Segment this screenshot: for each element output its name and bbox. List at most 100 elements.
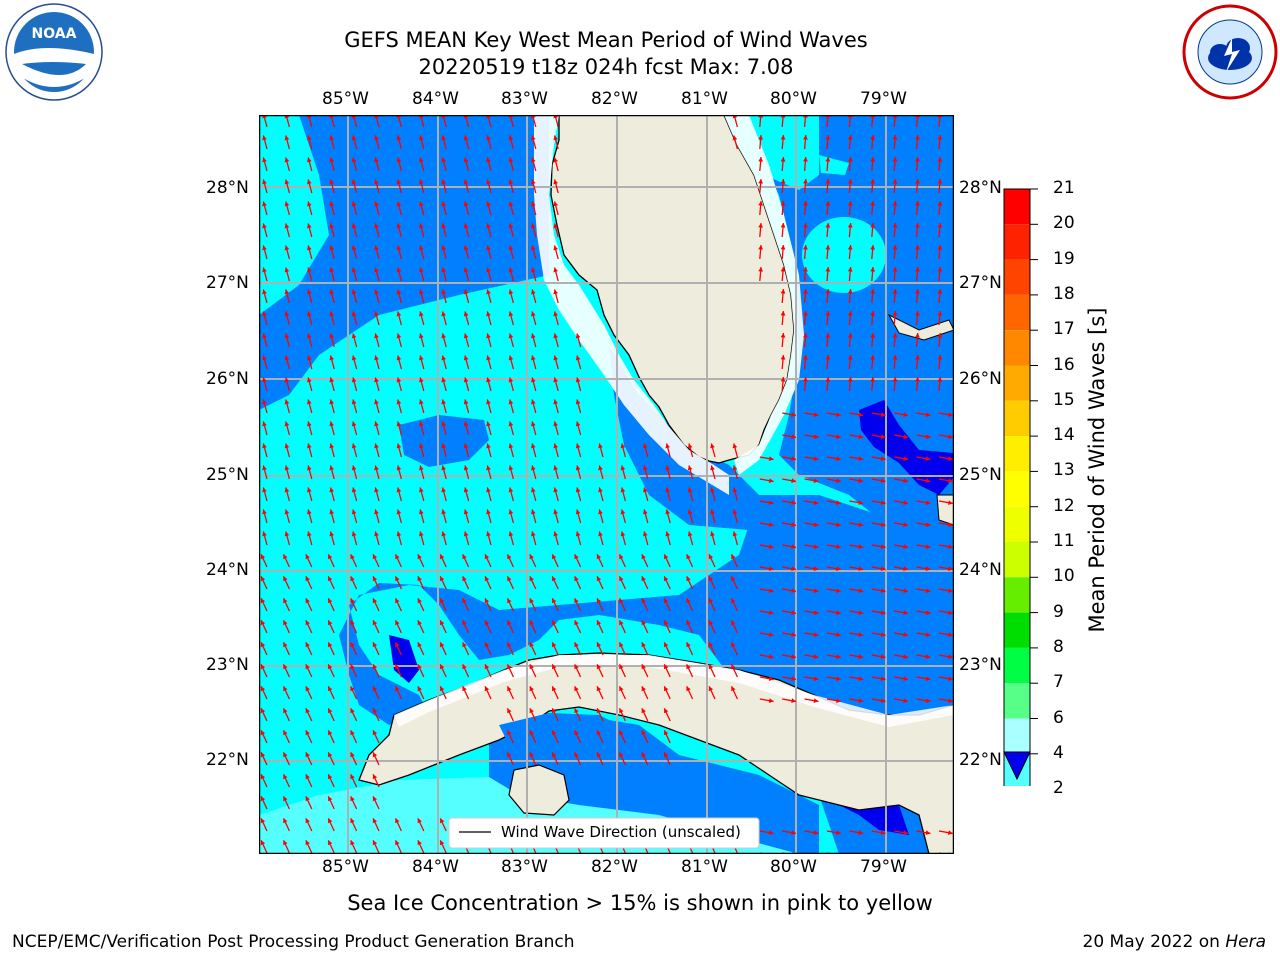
wind-arrow-head xyxy=(530,355,536,361)
wind-arrow-head xyxy=(880,478,886,484)
wind-arrow-head xyxy=(663,686,669,692)
wind-arrow-head xyxy=(925,654,931,660)
wind-arrow-head xyxy=(484,620,490,626)
wind-arrow-head xyxy=(663,576,669,582)
wind-arrow-head xyxy=(327,642,333,648)
wind-arrow-head xyxy=(351,311,357,317)
wind-arrow-head xyxy=(260,554,266,560)
wind-arrow-head xyxy=(441,289,447,295)
wind-arrow-head xyxy=(870,245,876,250)
wind-arrow-head xyxy=(858,632,864,638)
wind-arrow-head xyxy=(350,686,355,692)
wind-arrow-head xyxy=(305,554,310,560)
wind-arrow-head xyxy=(686,664,691,670)
wind-arrow-head xyxy=(791,588,796,594)
wind-arrow-head xyxy=(283,752,288,758)
wind-arrow-head xyxy=(768,698,774,704)
wind-arrow-head xyxy=(813,632,819,638)
wind-arrow-head xyxy=(418,465,424,471)
wind-arrow-head xyxy=(395,664,400,670)
wind-arrow-head xyxy=(439,686,445,692)
wind-arrow-head xyxy=(858,544,864,550)
colorbar-segment xyxy=(1004,612,1030,648)
wind-arrow-head xyxy=(948,654,953,660)
wind-arrow-head xyxy=(374,311,379,317)
wind-arrow-head xyxy=(350,818,355,824)
wind-arrow-head xyxy=(374,223,379,229)
wind-arrow-head xyxy=(858,676,864,682)
wind-arrow-head xyxy=(441,311,447,317)
wind-arrow-head xyxy=(870,355,876,360)
wind-arrow-head xyxy=(553,421,559,427)
map-panel: Wind Wave Direction (unscaled) xyxy=(259,115,954,854)
wind-arrow-head xyxy=(508,399,514,405)
wind-arrow-head xyxy=(329,201,335,207)
wind-arrow-head xyxy=(418,355,424,361)
wind-arrow-head xyxy=(486,245,491,251)
wind-arrow-head xyxy=(836,544,841,550)
wind-arrow-head xyxy=(551,664,557,670)
wind-arrow-head xyxy=(758,157,764,162)
wind-arrow-head xyxy=(529,752,534,758)
wind-arrow-head xyxy=(284,355,290,361)
wind-arrow-head xyxy=(507,730,512,736)
wind-arrow-head xyxy=(374,531,379,537)
wind-arrow-head xyxy=(530,465,536,471)
wind-arrow-head xyxy=(553,487,559,493)
wind-arrow-head xyxy=(284,311,290,317)
wind-arrow-head xyxy=(803,135,808,140)
wind-arrow-head xyxy=(758,179,764,184)
wind-arrow-head xyxy=(529,598,534,604)
wind-arrow-head xyxy=(870,179,876,184)
wind-arrow-head xyxy=(768,632,774,638)
wind-arrow-head xyxy=(937,355,943,360)
wind-arrow-head xyxy=(598,487,603,493)
wind-arrow-head xyxy=(507,752,512,758)
wind-arrow-head xyxy=(948,830,953,836)
wind-arrow-head xyxy=(486,377,491,383)
wind-arrow-head xyxy=(937,179,943,184)
wind-arrow-head xyxy=(329,443,335,449)
wind-arrow-head xyxy=(915,289,920,294)
wind-arrow-head xyxy=(463,267,469,273)
colorbar-tick-label: 14 xyxy=(1053,425,1075,446)
lat-label-right: 26°N xyxy=(959,369,1002,389)
wind-arrow-head xyxy=(596,664,602,670)
wind-arrow-head xyxy=(803,245,808,250)
wind-arrow-head xyxy=(372,796,378,802)
wind-arrow-head xyxy=(758,201,764,206)
wind-arrow-head xyxy=(925,434,931,440)
wind-arrow-head xyxy=(892,355,898,360)
wind-arrow-head xyxy=(283,818,288,824)
wind-arrow-head xyxy=(486,223,491,229)
wind-arrow-head xyxy=(530,135,536,141)
florida-landmass xyxy=(550,115,795,464)
wind-arrow-head xyxy=(395,642,400,648)
wind-arrow-head xyxy=(847,223,853,228)
wind-arrow-head xyxy=(791,478,796,484)
lon-label-top: 83°W xyxy=(501,89,548,109)
page-title: GEFS MEAN Key West Mean Period of Wind W… xyxy=(344,28,868,52)
wind-arrow-head xyxy=(530,245,536,251)
wind-arrow-head xyxy=(508,135,514,141)
wind-arrow-head xyxy=(948,566,953,572)
wind-arrow-head xyxy=(858,434,864,440)
wind-arrow-head xyxy=(260,598,266,604)
wind-arrow-head xyxy=(903,456,908,462)
wind-arrow-head xyxy=(486,465,491,471)
wind-arrow-head xyxy=(284,465,290,471)
wind-arrow-head xyxy=(372,708,378,714)
wind-arrow-head xyxy=(262,289,267,295)
wind-arrow-head xyxy=(262,179,267,185)
wind-arrow-head xyxy=(825,157,831,162)
wind-arrow-head xyxy=(768,588,774,594)
wind-arrow-head xyxy=(892,223,898,228)
wind-arrow-head xyxy=(529,708,534,714)
wind-arrow-head xyxy=(708,554,714,560)
wind-arrow-head xyxy=(372,774,378,780)
wind-arrow-head xyxy=(508,333,514,339)
wind-arrow-head xyxy=(508,509,514,515)
wind-arrow-head xyxy=(892,267,898,272)
wind-arrow-head xyxy=(441,465,447,471)
wind-arrow-head xyxy=(418,201,424,207)
